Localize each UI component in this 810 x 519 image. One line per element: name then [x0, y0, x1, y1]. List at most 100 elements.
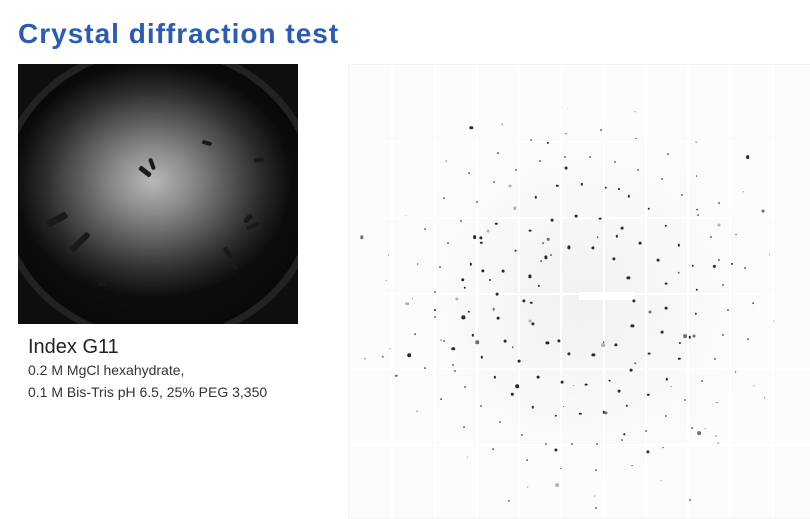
- diffraction-spot: [665, 307, 668, 310]
- diffraction-spot: [528, 229, 531, 232]
- crystal-shard: [254, 157, 265, 163]
- diffraction-spot: [668, 153, 670, 155]
- diffraction-spot: [532, 406, 534, 408]
- diffraction-spot: [613, 258, 616, 261]
- diffraction-spot: [693, 334, 696, 337]
- diffraction-spot: [670, 386, 672, 388]
- diffraction-spot: [547, 142, 549, 144]
- diffraction-spot: [662, 447, 664, 449]
- diffraction-spot: [388, 254, 390, 256]
- diffraction-spot: [589, 156, 591, 158]
- crystal-shard: [46, 211, 69, 228]
- diffraction-spot: [464, 386, 466, 388]
- diffraction-spot: [645, 430, 647, 432]
- diffraction-spot: [614, 161, 616, 163]
- diffraction-spot: [481, 356, 483, 358]
- diffraction-spot: [615, 235, 617, 237]
- diffraction-spot: [701, 380, 703, 382]
- diffraction-spot: [621, 227, 624, 230]
- diffraction-spot: [424, 228, 426, 230]
- diffraction-spot: [440, 340, 442, 342]
- detector-tile-seam-v: [772, 65, 774, 518]
- diffraction-spot: [722, 284, 724, 286]
- diffraction-spot: [722, 334, 724, 336]
- diffraction-spot: [571, 443, 573, 445]
- diffraction-spot: [550, 254, 552, 256]
- diffraction-spot: [742, 191, 744, 193]
- diffraction-spot: [495, 223, 497, 225]
- diffraction-spot: [718, 224, 721, 227]
- diffraction-spot: [405, 215, 407, 217]
- diffraction-spot: [530, 302, 533, 305]
- diffraction-spot: [666, 378, 668, 380]
- diffraction-spot: [502, 124, 504, 126]
- diffraction-spot: [684, 399, 686, 401]
- diffraction-spot: [555, 414, 557, 416]
- diffraction-spot: [479, 236, 482, 239]
- diffraction-spot: [476, 341, 480, 345]
- diffraction-spot: [567, 246, 570, 249]
- diffraction-spot: [385, 280, 387, 282]
- diffraction-spot: [618, 390, 621, 393]
- diffraction-spot: [480, 241, 482, 243]
- diffraction-spot: [540, 261, 542, 263]
- diffraction-spot: [443, 198, 445, 200]
- diffraction-spot: [529, 320, 532, 323]
- diffraction-spot: [679, 342, 681, 344]
- diffraction-spot: [417, 411, 419, 413]
- crystal-shard: [138, 165, 152, 178]
- diffraction-spot: [464, 426, 466, 428]
- diffraction-spot: [455, 298, 458, 301]
- diffraction-spot: [678, 244, 680, 246]
- diffraction-spot: [579, 413, 581, 415]
- diffraction-spot: [575, 214, 578, 217]
- diffraction-spot: [618, 188, 620, 190]
- diffraction-spot: [661, 178, 663, 180]
- diffraction-spot: [584, 383, 587, 386]
- page-title: Crystal diffraction test: [18, 18, 792, 50]
- diffraction-spot: [594, 496, 596, 498]
- diffraction-spot: [516, 385, 520, 389]
- diffraction-spot: [564, 156, 566, 158]
- diffraction-spot: [545, 443, 547, 445]
- diffraction-spot: [496, 317, 499, 320]
- crystal-shard: [202, 140, 213, 146]
- diffraction-spot: [535, 196, 537, 198]
- crystal-shard: [246, 222, 261, 231]
- diffraction-spot: [434, 291, 436, 293]
- diffraction-spot: [595, 507, 597, 509]
- diffraction-spot: [551, 218, 554, 221]
- diffraction-spot: [360, 236, 363, 239]
- diffraction-spot: [664, 282, 667, 285]
- diffraction-spot: [547, 238, 550, 241]
- diffraction-spot: [502, 269, 505, 272]
- diffraction-spot: [695, 288, 697, 290]
- diffraction-spot: [389, 348, 391, 350]
- diffraction-spot: [511, 393, 513, 395]
- diffraction-spot: [556, 185, 558, 187]
- diffraction-spot: [467, 456, 469, 458]
- diffraction-spot: [762, 209, 765, 212]
- diffraction-spot: [715, 435, 717, 437]
- diffraction-spot: [492, 308, 495, 311]
- diffraction-spot: [546, 341, 549, 344]
- diffraction-spot: [521, 434, 523, 436]
- diffraction-spot: [634, 362, 636, 364]
- diffraction-spot: [452, 364, 454, 366]
- diffraction-spot: [764, 397, 766, 399]
- diffraction-spot: [468, 311, 470, 313]
- diffraction-spot: [627, 277, 630, 280]
- diffraction-spot: [710, 236, 712, 238]
- diffraction-spot: [735, 234, 737, 236]
- diffraction-spot: [565, 167, 568, 170]
- caption-condition-line2: 0.1 M Bis-Tris pH 6.5, 25% PEG 3,350: [28, 383, 298, 403]
- diffraction-spot: [683, 334, 687, 338]
- diffraction-pattern: [348, 64, 810, 519]
- diffraction-spot: [406, 302, 410, 306]
- diffraction-spot: [714, 358, 716, 360]
- diffraction-spot: [678, 357, 680, 359]
- diffraction-spot: [567, 353, 570, 356]
- diffraction-spot: [648, 310, 651, 313]
- diffraction-spot: [634, 111, 636, 113]
- diffraction-spot: [515, 169, 517, 171]
